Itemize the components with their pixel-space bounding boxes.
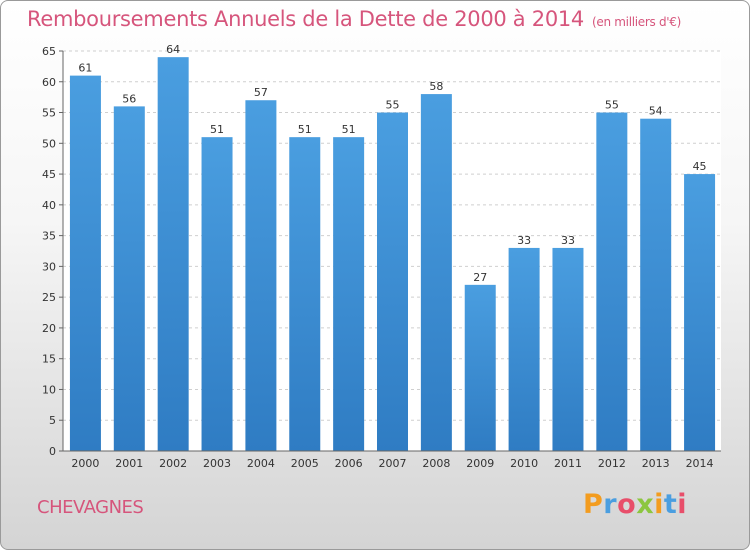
bar-2007[interactable] — [377, 112, 408, 452]
y-tick-label: 65 — [42, 45, 56, 58]
logo-letter: P — [583, 489, 604, 520]
data-label-2014: 45 — [693, 160, 707, 173]
x-tick-label: 2009 — [466, 457, 494, 470]
data-label-2007: 55 — [386, 99, 400, 112]
x-tick-label: 2006 — [335, 457, 363, 470]
commune-name: CHEVAGNES — [37, 497, 144, 518]
bars — [69, 57, 716, 452]
data-label-2001: 56 — [122, 92, 136, 105]
bar-2013[interactable] — [640, 118, 672, 451]
x-tick-label: 2001 — [115, 457, 143, 470]
y-tick-label: 60 — [42, 76, 56, 89]
chart-title: Remboursements Annuels de la Dette de 20… — [27, 7, 681, 31]
logo-letter: x — [636, 489, 655, 520]
logo-letter: i — [654, 489, 664, 520]
x-tick-label: 2002 — [159, 457, 187, 470]
logo-letter: i — [677, 489, 688, 520]
bar-2012[interactable] — [596, 112, 628, 452]
y-tick-label: 45 — [42, 168, 56, 181]
proxiti-logo[interactable]: Proxiti — [583, 489, 687, 520]
y-tick-label: 50 — [42, 137, 56, 150]
bar-2006[interactable] — [333, 137, 365, 451]
y-tick-label: 40 — [42, 199, 56, 212]
x-tick-label: 2005 — [291, 457, 319, 470]
data-label-2008: 58 — [429, 80, 443, 93]
unit-label: (en milliers d'€) — [592, 15, 682, 29]
bar-2005[interactable] — [289, 137, 321, 451]
data-label-2003: 51 — [210, 123, 224, 136]
x-tick-label: 2004 — [247, 457, 275, 470]
bar-2010[interactable] — [508, 247, 540, 451]
bar-2011[interactable] — [552, 247, 584, 451]
logo-letter: t — [663, 489, 678, 520]
bar-2002[interactable] — [157, 57, 189, 452]
data-label-2010: 33 — [517, 234, 531, 247]
data-labels: 61 56 64 51 57 51 51 55 58 27 33 33 55 54 45 — [78, 43, 706, 284]
logo-letter: o — [617, 489, 637, 520]
bar-2003[interactable] — [201, 137, 233, 451]
data-label-2009: 27 — [473, 271, 487, 284]
y-tick-label: 0 — [49, 445, 56, 458]
bar-2001[interactable] — [113, 106, 145, 451]
x-tick-label: 2003 — [203, 457, 231, 470]
y-tick-label: 15 — [42, 353, 56, 366]
x-tick-label: 2007 — [379, 457, 407, 470]
y-tick-label: 10 — [42, 383, 56, 396]
data-label-2004: 57 — [254, 86, 268, 99]
x-axis: 2000 2001 2002 2003 2004 2005 2006 2007 2008 2009… — [63, 450, 721, 470]
logo-letter: r — [603, 489, 618, 520]
y-tick-label: 20 — [42, 322, 56, 335]
data-label-2012: 55 — [605, 99, 619, 112]
data-label-2013: 54 — [649, 105, 663, 118]
bar-2000[interactable] — [69, 75, 101, 451]
x-tick-label: 2012 — [598, 457, 626, 470]
y-tick-label: 55 — [42, 107, 56, 120]
y-tick-label: 35 — [42, 230, 56, 243]
data-label-2002: 64 — [166, 43, 180, 56]
x-tick-label: 2011 — [554, 457, 582, 470]
x-tick-label: 2000 — [71, 457, 99, 470]
bar-2004[interactable] — [245, 100, 277, 451]
data-label-2005: 51 — [298, 123, 312, 136]
data-label-2011: 33 — [561, 234, 575, 247]
y-tick-label: 5 — [49, 414, 56, 427]
bar-2008[interactable] — [420, 94, 452, 452]
y-tick-label: 30 — [42, 260, 56, 273]
x-tick-label: 2013 — [642, 457, 670, 470]
x-tick-label: 2014 — [686, 457, 714, 470]
bar-2009[interactable] — [464, 284, 496, 451]
data-label-2006: 51 — [342, 123, 356, 136]
x-tick-label: 2010 — [510, 457, 538, 470]
chart-title-text: Remboursements Annuels de la Dette de 20… — [27, 7, 584, 31]
x-tick-label: 2008 — [422, 457, 450, 470]
data-label-2000: 61 — [78, 62, 92, 75]
y-tick-label: 25 — [42, 291, 56, 304]
bar-2014[interactable] — [684, 174, 716, 452]
y-axis: 0 5 10 15 20 25 30 35 40 45 50 55 60 65 — [42, 45, 64, 458]
